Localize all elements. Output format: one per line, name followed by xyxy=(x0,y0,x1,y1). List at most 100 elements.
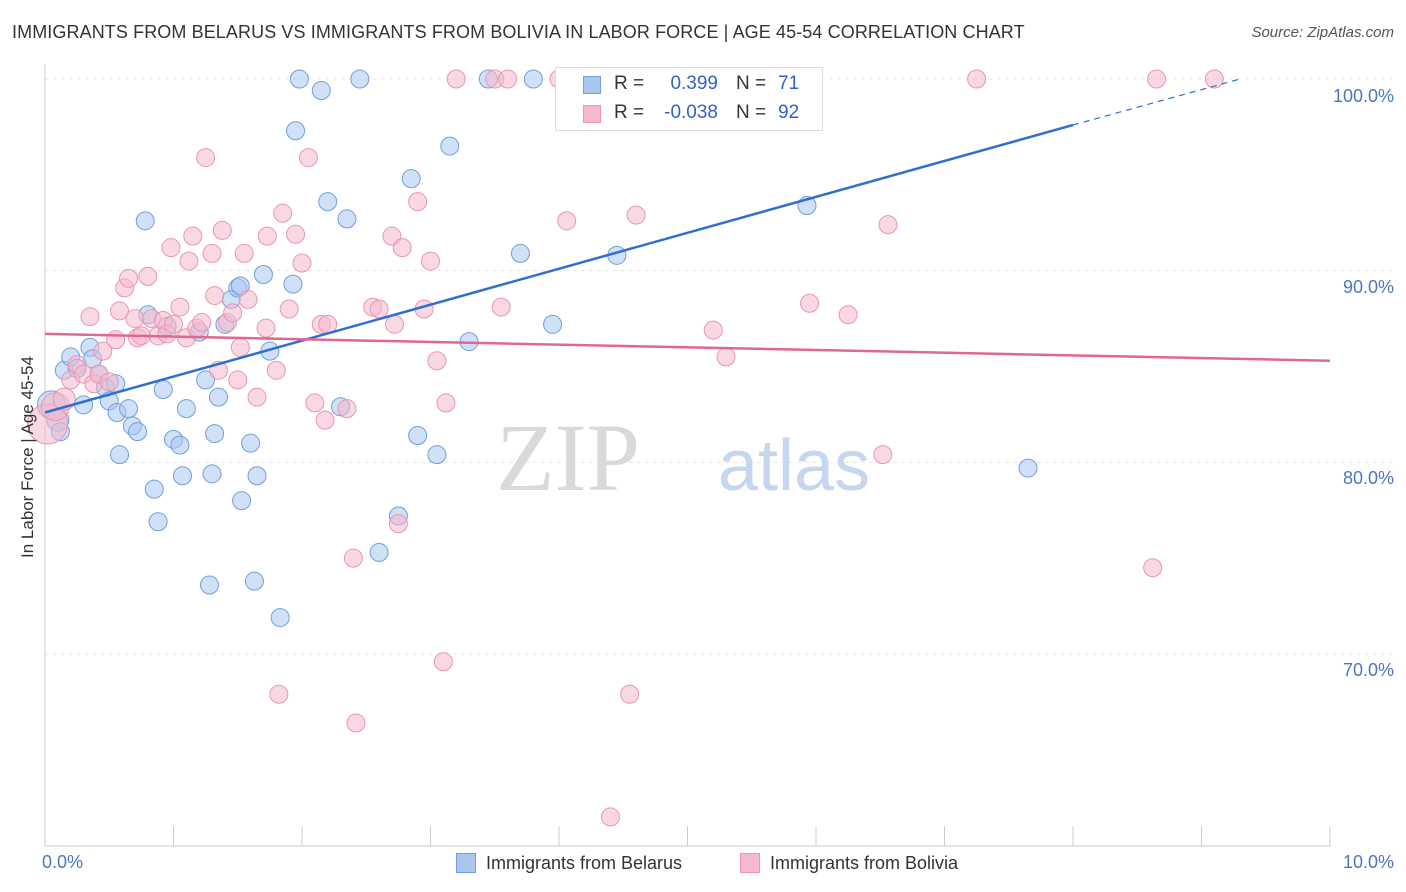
point-bolivia xyxy=(192,312,212,332)
series-bolivia-points xyxy=(27,69,1224,827)
point-bolivia xyxy=(873,445,893,465)
point-bolivia xyxy=(286,224,306,244)
point-belarus xyxy=(135,211,155,231)
point-bolivia xyxy=(388,514,408,534)
point-belarus xyxy=(543,314,563,334)
point-bolivia xyxy=(93,341,113,361)
stats-row-bolivia: R = -0.038 N = 92 xyxy=(556,99,822,129)
point-bolivia xyxy=(119,268,139,288)
point-belarus xyxy=(440,136,460,156)
legend: Immigrants from Belarus Immigrants from … xyxy=(0,852,1406,878)
trend-line-belarus xyxy=(44,123,1074,414)
stats-n-label: N = xyxy=(736,73,767,94)
point-belarus xyxy=(196,370,216,390)
point-bolivia xyxy=(257,226,277,246)
trend-line-bolivia xyxy=(44,332,1331,362)
point-bolivia xyxy=(230,337,250,357)
point-belarus xyxy=(208,387,228,407)
stats-r-label: R = xyxy=(614,102,645,123)
point-belarus xyxy=(523,69,543,89)
point-bolivia xyxy=(967,69,987,89)
point-belarus xyxy=(172,466,192,486)
point-bolivia xyxy=(196,148,216,168)
point-bolivia xyxy=(385,314,405,334)
point-bolivia xyxy=(99,372,119,392)
point-bolivia xyxy=(446,69,466,89)
stats-swatch-belarus xyxy=(583,76,601,94)
point-belarus xyxy=(110,445,130,465)
point-belarus xyxy=(369,542,389,562)
point-belarus xyxy=(289,69,309,89)
axes xyxy=(44,64,1331,847)
point-belarus xyxy=(199,575,219,595)
point-belarus xyxy=(232,491,252,511)
point-bolivia xyxy=(626,205,646,225)
point-belarus xyxy=(144,479,164,499)
point-bolivia xyxy=(343,548,363,568)
point-belarus xyxy=(153,380,173,399)
point-belarus xyxy=(311,81,331,100)
point-bolivia xyxy=(620,684,640,704)
point-belarus xyxy=(510,243,530,263)
point-bolivia xyxy=(234,243,254,263)
legend-swatch-belarus xyxy=(456,853,476,873)
point-bolivia xyxy=(433,652,453,672)
point-bolivia xyxy=(161,238,181,258)
point-belarus xyxy=(283,274,303,294)
point-bolivia xyxy=(256,318,276,338)
stats-n-value: 92 xyxy=(778,102,800,123)
point-bolivia xyxy=(498,69,518,89)
y-tick-label: 70.0% xyxy=(1342,660,1394,680)
point-belarus xyxy=(253,265,273,284)
point-bolivia xyxy=(298,148,318,168)
point-belarus xyxy=(176,399,196,419)
gridlines xyxy=(45,78,1392,655)
stats-row-belarus: R = 0.399 N = 71 xyxy=(556,70,822,100)
point-belarus xyxy=(119,399,139,419)
point-bolivia xyxy=(106,330,126,350)
point-bolivia xyxy=(427,351,447,371)
point-belarus xyxy=(205,424,225,444)
legend-label-belarus: Immigrants from Belarus xyxy=(486,853,683,873)
point-bolivia xyxy=(164,314,183,334)
point-bolivia xyxy=(138,266,158,286)
point-bolivia xyxy=(279,299,299,319)
y-tick-label: 80.0% xyxy=(1342,468,1394,488)
point-belarus xyxy=(148,512,168,532)
point-bolivia xyxy=(80,307,100,327)
trend-line-belarus-extension xyxy=(1072,78,1241,126)
y-tick-label: 90.0% xyxy=(1342,277,1394,297)
point-bolivia xyxy=(110,301,130,321)
stats-n-label: N = xyxy=(736,102,767,123)
point-bolivia xyxy=(369,299,389,319)
point-bolivia xyxy=(179,251,199,271)
point-bolivia xyxy=(315,410,335,430)
point-bolivia xyxy=(292,253,312,273)
point-belarus xyxy=(401,169,421,189)
stats-n-value: 71 xyxy=(778,73,800,94)
point-bolivia xyxy=(228,370,248,390)
point-belarus xyxy=(318,192,338,212)
point-belarus xyxy=(270,608,290,628)
point-bolivia xyxy=(238,289,258,309)
point-bolivia xyxy=(703,320,723,340)
point-bolivia xyxy=(1143,558,1163,578)
point-bolivia xyxy=(266,360,286,380)
point-bolivia xyxy=(491,297,511,317)
point-belarus xyxy=(74,395,94,415)
y-axis-label: In Labor Force | Age 45-54 xyxy=(18,356,37,558)
point-bolivia xyxy=(1147,69,1167,89)
point-belarus xyxy=(247,466,267,486)
point-bolivia xyxy=(269,684,289,704)
point-belarus xyxy=(170,435,190,455)
point-belarus xyxy=(128,422,148,442)
point-belarus xyxy=(350,69,370,89)
point-bolivia xyxy=(716,347,736,367)
point-bolivia xyxy=(212,220,232,240)
point-belarus xyxy=(286,121,306,141)
point-bolivia xyxy=(800,293,820,313)
watermark-zip: ZIP xyxy=(496,404,640,511)
point-bolivia xyxy=(170,297,190,317)
point-bolivia xyxy=(273,203,293,223)
